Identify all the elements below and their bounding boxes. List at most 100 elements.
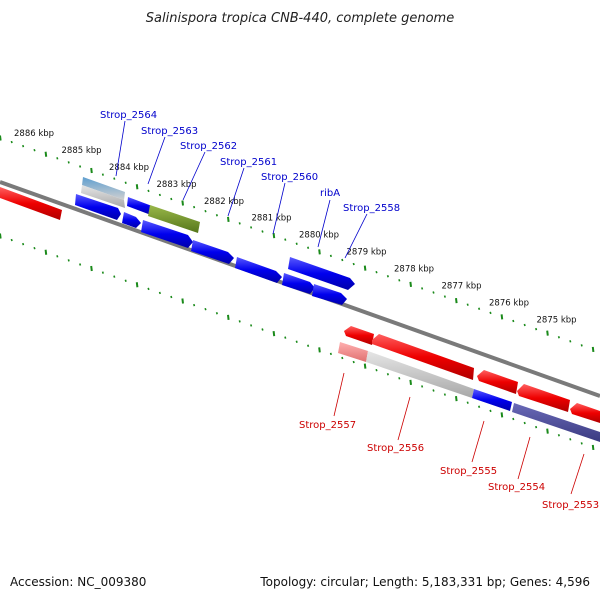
kbp-label: 2879 kbp xyxy=(347,248,387,258)
inner-minor-tick xyxy=(512,417,515,421)
inner-minor-tick xyxy=(535,425,538,429)
outer-minor-tick xyxy=(375,270,378,274)
inner-minor-tick xyxy=(250,324,253,327)
gene-forward-5[interactable] xyxy=(191,240,234,264)
inner-minor-tick xyxy=(386,373,389,376)
kbp-label: 2878 kbp xyxy=(394,265,434,275)
inner-minor-tick xyxy=(124,279,127,282)
gene-strop-2561[interactable] xyxy=(288,257,355,290)
gene-strop-2564[interactable] xyxy=(82,177,125,200)
inner-major-tick xyxy=(135,282,139,288)
outer-minor-tick xyxy=(557,336,560,339)
outer-minor-tick xyxy=(193,205,196,209)
leader-strop-2562 xyxy=(182,151,206,201)
leader-strop-2563 xyxy=(147,136,166,185)
gene-strop-2554[interactable] xyxy=(517,384,570,412)
inner-minor-tick xyxy=(341,356,344,360)
label-strop-2554[interactable]: Strop_2554 xyxy=(488,482,545,493)
outer-minor-tick xyxy=(398,279,401,282)
gene-forward-7[interactable] xyxy=(282,273,315,294)
inner-minor-tick xyxy=(375,368,378,372)
inner-minor-tick xyxy=(193,303,196,307)
gene-strop-2554-shade[interactable] xyxy=(512,403,600,442)
outer-minor-tick xyxy=(250,226,253,229)
inner-minor-tick xyxy=(523,421,526,425)
kbp-label: 2885 kbp xyxy=(62,146,102,156)
gene-strop-2558[interactable] xyxy=(141,220,193,248)
gene-strop-2556[interactable] xyxy=(372,334,474,380)
inner-minor-tick xyxy=(215,312,218,315)
outer-minor-tick xyxy=(489,311,492,315)
gene-strop-2556-shade[interactable] xyxy=(366,351,474,398)
reverse-gene-labels: Strop_2557 Strop_2556 Strop_2555 Strop_2… xyxy=(299,372,599,511)
outer-minor-tick xyxy=(215,214,218,217)
outer-minor-tick xyxy=(33,148,36,152)
leader-strop-2556 xyxy=(397,396,411,441)
gene-strop-2557-shade[interactable] xyxy=(338,342,368,362)
outer-major-tick xyxy=(181,200,184,206)
outer-minor-tick xyxy=(432,291,435,294)
reverse-strand-genes xyxy=(0,187,600,442)
label-strop-2563[interactable]: Strop_2563 xyxy=(141,126,198,137)
label-strop-2553[interactable]: Strop_2553 xyxy=(542,500,599,511)
outer-major-tick xyxy=(363,265,367,271)
leader-strop-2555 xyxy=(471,420,485,463)
outer-minor-tick xyxy=(307,246,310,250)
kbp-scale-labels: 2886 kbp 2885 kbp 2884 kbp 2883 kbp 2882 kbp… xyxy=(14,129,577,325)
kbp-label: 2877 kbp xyxy=(442,281,482,291)
outer-major-tick xyxy=(546,330,549,336)
inner-minor-tick xyxy=(329,352,332,356)
inner-minor-tick xyxy=(56,255,59,258)
inner-minor-tick xyxy=(33,246,36,250)
kbp-label: 2881 kbp xyxy=(252,214,292,224)
gene-strop-2563-blue[interactable] xyxy=(127,197,152,215)
kbp-label: 2882 kbp xyxy=(204,197,244,207)
label-strop-2555[interactable]: Strop_2555 xyxy=(440,466,497,477)
gene-strop-2555-shade[interactable] xyxy=(472,389,512,411)
label-ribA[interactable]: ribA xyxy=(320,188,340,199)
inner-major-tick xyxy=(318,347,321,353)
inner-minor-tick xyxy=(113,275,116,278)
leader-strop-2554 xyxy=(517,436,531,480)
gene-ribA[interactable] xyxy=(75,194,121,220)
label-strop-2564[interactable]: Strop_2564 xyxy=(100,110,157,121)
inner-major-tick xyxy=(272,330,276,337)
gene-strop-2563[interactable] xyxy=(81,185,125,208)
leader-strop-2560 xyxy=(272,182,286,235)
label-strop-2562[interactable]: Strop_2562 xyxy=(180,141,237,152)
label-strop-2558[interactable]: Strop_2558 xyxy=(343,203,400,214)
inner-minor-tick xyxy=(489,409,492,413)
forward-strand-genes xyxy=(75,177,355,305)
gene-strop-2562[interactable] xyxy=(148,205,200,233)
gene-strop-2555[interactable] xyxy=(477,370,518,394)
label-strop-2560[interactable]: Strop_2560 xyxy=(261,172,318,183)
inner-minor-tick xyxy=(101,271,104,274)
outer-major-tick xyxy=(90,167,93,174)
gene-strop-2557[interactable] xyxy=(344,326,374,345)
inner-minor-tick xyxy=(170,295,173,299)
outer-minor-tick xyxy=(113,177,116,180)
outer-minor-tick xyxy=(204,209,207,213)
outer-minor-tick xyxy=(170,197,173,201)
inner-minor-tick xyxy=(284,336,287,339)
leader-ribA xyxy=(317,199,331,248)
leader-strop-2564 xyxy=(115,120,126,177)
outer-major-tick xyxy=(409,281,412,287)
leader-strop-2561 xyxy=(227,167,245,217)
outer-minor-tick xyxy=(158,193,161,197)
gene-forward-6[interactable] xyxy=(235,257,282,283)
outer-minor-tick xyxy=(512,319,515,323)
gene-reverse-left[interactable] xyxy=(0,187,62,220)
inner-minor-tick xyxy=(557,434,560,437)
inner-minor-tick xyxy=(307,344,310,348)
map-title: Salinispora tropica CNB-440, complete ge… xyxy=(146,11,454,26)
label-strop-2561[interactable]: Strop_2561 xyxy=(220,157,277,168)
outer-major-tick xyxy=(500,314,504,320)
gene-strop-2553[interactable] xyxy=(570,403,600,423)
gene-forward-8[interactable] xyxy=(312,284,347,305)
outer-major-tick xyxy=(44,151,48,157)
inner-major-tick xyxy=(455,396,458,402)
label-strop-2556[interactable]: Strop_2556 xyxy=(367,443,424,454)
gene-strop-2560[interactable] xyxy=(122,212,141,228)
label-strop-2557[interactable]: Strop_2557 xyxy=(299,420,356,431)
